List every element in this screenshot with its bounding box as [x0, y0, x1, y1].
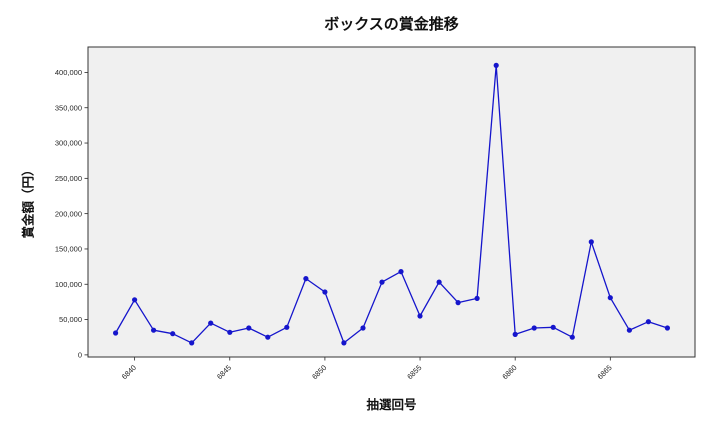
data-point — [208, 320, 214, 326]
data-point — [284, 324, 290, 330]
y-tick-label: 150,000 — [55, 245, 82, 254]
y-tick-label: 0 — [78, 350, 82, 359]
data-point — [626, 327, 633, 333]
y-tick-label: 400,000 — [55, 68, 82, 77]
y-tick-label: 300,000 — [55, 139, 82, 148]
data-point — [265, 334, 271, 340]
data-point — [246, 325, 252, 331]
chart-title: ボックスの賞金推移 — [324, 16, 459, 33]
data-point — [645, 319, 652, 325]
y-tick-label: 100,000 — [55, 280, 82, 289]
data-point — [550, 324, 556, 330]
data-point — [569, 334, 575, 340]
data-point — [360, 325, 366, 331]
x-tick-label: 6850 — [310, 363, 328, 381]
x-tick-label: 6840 — [120, 363, 138, 381]
data-point — [170, 331, 176, 337]
data-point — [379, 279, 385, 285]
x-tick-label: 6865 — [596, 363, 614, 381]
plot-area — [88, 47, 695, 357]
axes-spines — [87, 46, 696, 358]
y-tick-label: 350,000 — [55, 103, 82, 112]
data-point — [303, 276, 309, 282]
data-point — [474, 295, 480, 301]
y-tick-label: 250,000 — [55, 174, 82, 183]
data-point — [607, 295, 613, 301]
data-point — [322, 289, 328, 295]
data-point — [151, 327, 157, 333]
data-point — [227, 329, 233, 335]
data-point — [588, 239, 594, 245]
x-tick-label: 6845 — [215, 363, 233, 381]
data-point — [417, 313, 423, 319]
x-tick-label: 6860 — [500, 363, 518, 381]
x-axis-label: 抽選回号 — [366, 398, 417, 412]
data-point — [398, 269, 404, 275]
y-tick-label: 200,000 — [55, 209, 82, 218]
data-point — [531, 325, 537, 331]
data-point — [493, 62, 499, 68]
data-point — [341, 340, 347, 346]
data-point — [113, 330, 119, 336]
data-point — [436, 279, 442, 285]
data-point — [455, 300, 461, 306]
line-series — [114, 64, 669, 344]
data-point — [132, 297, 138, 303]
data-point — [512, 331, 518, 337]
y-tick-label: 50,000 — [59, 315, 82, 324]
data-point — [189, 340, 195, 346]
x-tick-label: 6855 — [405, 363, 423, 381]
data-point — [664, 325, 671, 331]
